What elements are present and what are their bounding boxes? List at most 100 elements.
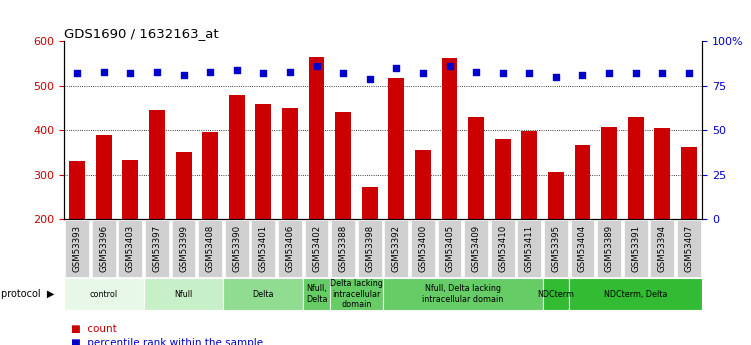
Point: [444, 63, 456, 69]
Text: GSM53389: GSM53389: [605, 225, 614, 272]
Point: [470, 69, 482, 75]
Bar: [442, 58, 457, 308]
Text: control: control: [89, 289, 118, 299]
Bar: [69, 161, 85, 308]
FancyBboxPatch shape: [464, 220, 488, 277]
Bar: [309, 57, 324, 308]
Text: GSM53391: GSM53391: [631, 225, 640, 272]
Text: GSM53393: GSM53393: [73, 225, 82, 272]
Point: [310, 63, 322, 69]
FancyBboxPatch shape: [517, 220, 541, 277]
FancyBboxPatch shape: [224, 278, 303, 310]
Bar: [681, 147, 697, 308]
Bar: [122, 160, 138, 308]
Text: GSM53405: GSM53405: [445, 225, 454, 272]
Bar: [149, 110, 165, 308]
Point: [151, 69, 163, 75]
Bar: [495, 139, 511, 308]
Text: GSM53399: GSM53399: [179, 225, 188, 272]
Point: [577, 72, 589, 78]
Point: [258, 71, 270, 76]
Text: Delta lacking
intracellular
domain: Delta lacking intracellular domain: [330, 279, 383, 309]
FancyBboxPatch shape: [544, 220, 568, 277]
Text: GSM53408: GSM53408: [206, 225, 215, 272]
Text: GSM53388: GSM53388: [339, 225, 348, 272]
Point: [71, 71, 83, 76]
Point: [284, 69, 296, 75]
Text: NDCterm: NDCterm: [538, 289, 575, 299]
Text: GSM53396: GSM53396: [99, 225, 108, 272]
Bar: [282, 108, 298, 308]
Text: GSM53403: GSM53403: [126, 225, 135, 272]
Text: GSM53409: GSM53409: [472, 225, 481, 272]
Point: [550, 74, 562, 80]
FancyBboxPatch shape: [330, 278, 383, 310]
Bar: [176, 152, 192, 308]
Bar: [654, 128, 671, 308]
FancyBboxPatch shape: [543, 278, 569, 310]
Bar: [575, 145, 590, 308]
Bar: [468, 117, 484, 308]
FancyBboxPatch shape: [650, 220, 674, 277]
Bar: [521, 131, 537, 308]
FancyBboxPatch shape: [198, 220, 222, 277]
Text: GSM53402: GSM53402: [312, 225, 321, 272]
FancyBboxPatch shape: [303, 278, 330, 310]
Text: Nfull: Nfull: [174, 289, 193, 299]
Point: [417, 71, 429, 76]
Bar: [362, 187, 378, 308]
FancyBboxPatch shape: [171, 220, 195, 277]
Text: GSM53394: GSM53394: [658, 225, 667, 272]
FancyBboxPatch shape: [569, 278, 702, 310]
FancyBboxPatch shape: [143, 278, 224, 310]
Text: Nfull,
Delta: Nfull, Delta: [306, 284, 327, 304]
FancyBboxPatch shape: [624, 220, 647, 277]
Point: [656, 71, 668, 76]
Point: [363, 76, 376, 81]
FancyBboxPatch shape: [597, 220, 621, 277]
FancyBboxPatch shape: [385, 220, 409, 277]
FancyBboxPatch shape: [571, 220, 595, 277]
FancyBboxPatch shape: [490, 220, 514, 277]
Bar: [255, 104, 271, 308]
FancyBboxPatch shape: [145, 220, 169, 277]
Text: GSM53401: GSM53401: [259, 225, 268, 272]
FancyBboxPatch shape: [65, 220, 89, 277]
Text: GSM53404: GSM53404: [578, 225, 587, 272]
Text: GSM53395: GSM53395: [551, 225, 560, 272]
FancyBboxPatch shape: [411, 220, 435, 277]
Text: GSM53411: GSM53411: [525, 225, 534, 272]
Bar: [335, 112, 351, 308]
Text: Delta: Delta: [252, 289, 274, 299]
Bar: [628, 117, 644, 308]
FancyBboxPatch shape: [305, 220, 328, 277]
FancyBboxPatch shape: [331, 220, 355, 277]
Point: [98, 69, 110, 75]
Text: GDS1690 / 1632163_at: GDS1690 / 1632163_at: [64, 27, 219, 40]
Point: [391, 65, 403, 71]
Bar: [601, 127, 617, 308]
FancyBboxPatch shape: [278, 220, 302, 277]
Text: GSM53410: GSM53410: [498, 225, 507, 272]
FancyBboxPatch shape: [357, 220, 382, 277]
FancyBboxPatch shape: [64, 278, 143, 310]
Bar: [202, 132, 218, 308]
Text: GSM53390: GSM53390: [232, 225, 241, 272]
Point: [523, 71, 535, 76]
Text: NDCterm, Delta: NDCterm, Delta: [604, 289, 668, 299]
Text: ■  percentile rank within the sample: ■ percentile rank within the sample: [71, 338, 264, 345]
FancyBboxPatch shape: [677, 220, 701, 277]
Point: [337, 71, 349, 76]
FancyBboxPatch shape: [438, 220, 461, 277]
Text: GSM53406: GSM53406: [285, 225, 294, 272]
Text: GSM53392: GSM53392: [392, 225, 401, 272]
Bar: [415, 150, 431, 308]
FancyBboxPatch shape: [252, 220, 276, 277]
Text: GSM53400: GSM53400: [418, 225, 427, 272]
Text: ■  count: ■ count: [71, 324, 117, 334]
Text: GSM53397: GSM53397: [152, 225, 161, 272]
Text: protocol  ▶: protocol ▶: [1, 289, 54, 299]
Point: [231, 67, 243, 72]
Text: Nfull, Delta lacking
intracellular domain: Nfull, Delta lacking intracellular domai…: [422, 284, 503, 304]
Point: [125, 71, 137, 76]
